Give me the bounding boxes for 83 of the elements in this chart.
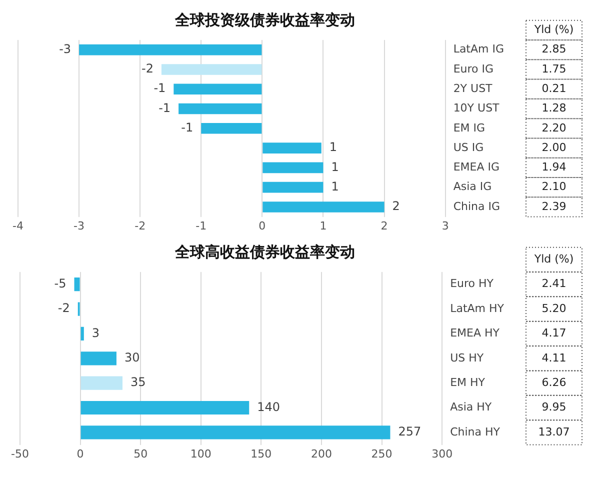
y-tick-label: Euro IG [453, 62, 494, 76]
chart-title: 全球高收益债券收益率变动 [174, 242, 355, 261]
text: 2.39 [542, 200, 566, 213]
data-label: 2 [392, 199, 400, 214]
data-label: -1 [158, 100, 171, 115]
x-tick-label: -4 [12, 219, 24, 232]
y-tick-label: Asia IG [453, 180, 492, 194]
data-label: -3 [59, 42, 72, 56]
x-tick-label: -50 [11, 447, 29, 460]
bar [80, 400, 250, 415]
bar [201, 123, 262, 134]
bar [178, 103, 262, 114]
x-tick-label: 250 [371, 447, 392, 460]
y-tick-label: LatAm IG [453, 42, 504, 56]
x-tick-label: 0 [76, 447, 84, 460]
text: 1.28 [542, 102, 566, 115]
y-tick-label: China IG [453, 200, 500, 213]
x-tick-label: -2 [134, 219, 146, 232]
y-tick-label: EMEA HY [450, 326, 500, 340]
bar [262, 142, 322, 154]
data-label: -1 [181, 120, 194, 135]
bar [80, 376, 122, 390]
data-label: 257 [398, 424, 422, 439]
y-tick-label: EMEA IG [453, 160, 500, 174]
x-tick-label: 3 [442, 219, 449, 232]
text: Yld (%) [533, 23, 574, 36]
y-tick-label: US HY [450, 351, 484, 364]
y-tick-label: LatAm HY [450, 302, 504, 315]
bar [262, 202, 384, 212]
text: 2.20 [542, 121, 566, 134]
bar [262, 162, 324, 174]
data-label: 30 [124, 350, 140, 365]
bar [262, 182, 324, 193]
text: 2.10 [542, 180, 566, 194]
text: 2.41 [542, 277, 566, 290]
text: 1.75 [542, 62, 566, 76]
bar [80, 426, 390, 440]
data-label: 1 [331, 179, 339, 194]
data-label: -2 [141, 62, 154, 76]
y-tick-label: US IG [453, 140, 484, 154]
y-tick-label: Euro HY [450, 277, 494, 290]
y-tick-label: EM IG [453, 121, 486, 134]
data-label: -5 [54, 276, 66, 290]
data-label: 140 [257, 400, 280, 414]
data-label: -2 [58, 301, 70, 316]
text: 2.00 [542, 140, 566, 154]
y-tick-label: 10Y UST [453, 102, 500, 115]
text: 5.20 [542, 302, 566, 315]
text: 4.17 [542, 326, 566, 340]
data-label: 3 [92, 326, 100, 340]
x-tick-label: 2 [380, 219, 388, 232]
y-tick-label: Asia HY [450, 400, 492, 414]
text: 2.85 [542, 42, 566, 56]
x-tick-label: 1 [320, 219, 327, 232]
data-label: -1 [154, 81, 166, 96]
x-tick-label: 50 [134, 447, 148, 460]
bar [74, 278, 80, 292]
y-tick-label: China HY [450, 425, 500, 438]
x-tick-label: 0 [258, 219, 266, 232]
text: 1.94 [542, 160, 566, 174]
bar [80, 352, 116, 366]
x-tick-label: 150 [250, 447, 272, 460]
text: 4.11 [542, 351, 566, 364]
data-label: 1 [329, 140, 338, 154]
text: 6.26 [542, 376, 566, 389]
text: 0.21 [542, 82, 566, 95]
text: 13.07 [538, 425, 570, 438]
x-tick-label: 100 [190, 447, 212, 460]
bar [79, 44, 262, 56]
data-label: 35 [130, 375, 146, 390]
x-tick-label: -1 [196, 219, 207, 232]
x-tick-label: 200 [310, 447, 332, 460]
bar [161, 64, 262, 75]
bar [80, 326, 84, 341]
y-tick-label: 2Y UST [453, 82, 493, 95]
chart-title: 全球投资级债券收益率变动 [174, 10, 355, 29]
text: Yld (%) [533, 252, 574, 266]
x-tick-label: 300 [432, 447, 453, 460]
y-tick-label: EM HY [450, 376, 486, 389]
x-tick-label: -3 [74, 219, 85, 232]
bar [174, 84, 262, 95]
data-label: 1 [331, 160, 339, 174]
text: 9.95 [542, 400, 566, 414]
